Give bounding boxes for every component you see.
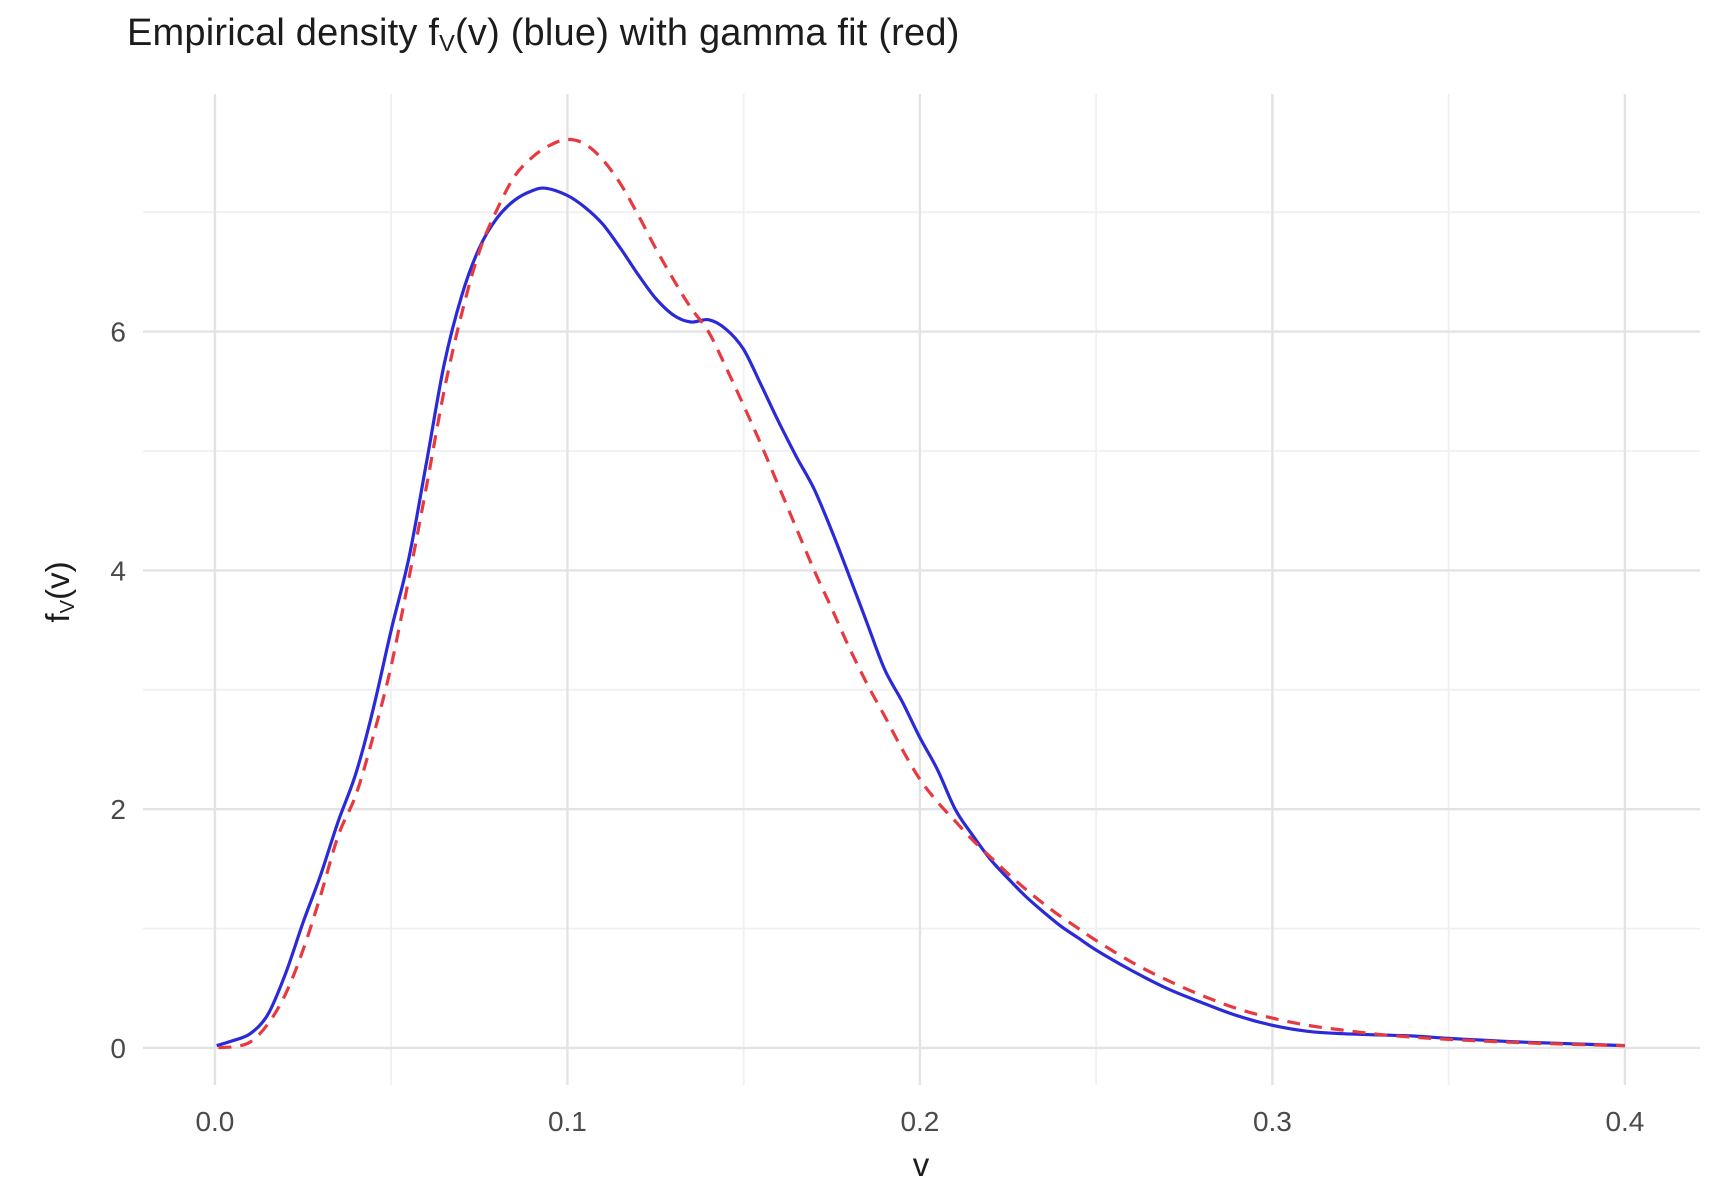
plot-title-subscript: V — [439, 29, 456, 56]
x-tick-label: 0.0 — [195, 1106, 234, 1137]
y-tick-label: 2 — [110, 794, 126, 825]
plot-title-suffix: (v) (blue) with gamma fit (red) — [455, 12, 960, 54]
x-tick-label: 0.3 — [1253, 1106, 1292, 1137]
y-tick-label: 6 — [110, 317, 126, 348]
plot-title-prefix: Empirical density f — [127, 12, 440, 54]
x-axis-title: v — [912, 1146, 930, 1183]
y-tick-label: 0 — [110, 1033, 126, 1064]
y-tick-label: 4 — [110, 555, 126, 586]
x-tick-label: 0.1 — [548, 1106, 587, 1137]
x-tick-label: 0.2 — [900, 1106, 939, 1137]
x-tick-label: 0.4 — [1605, 1106, 1644, 1137]
plot-title: Empirical density fV(v) (blue) with gamm… — [127, 12, 960, 55]
empirical-density-curve — [216, 186, 1625, 1048]
gamma-fit-curve — [218, 137, 1625, 1050]
